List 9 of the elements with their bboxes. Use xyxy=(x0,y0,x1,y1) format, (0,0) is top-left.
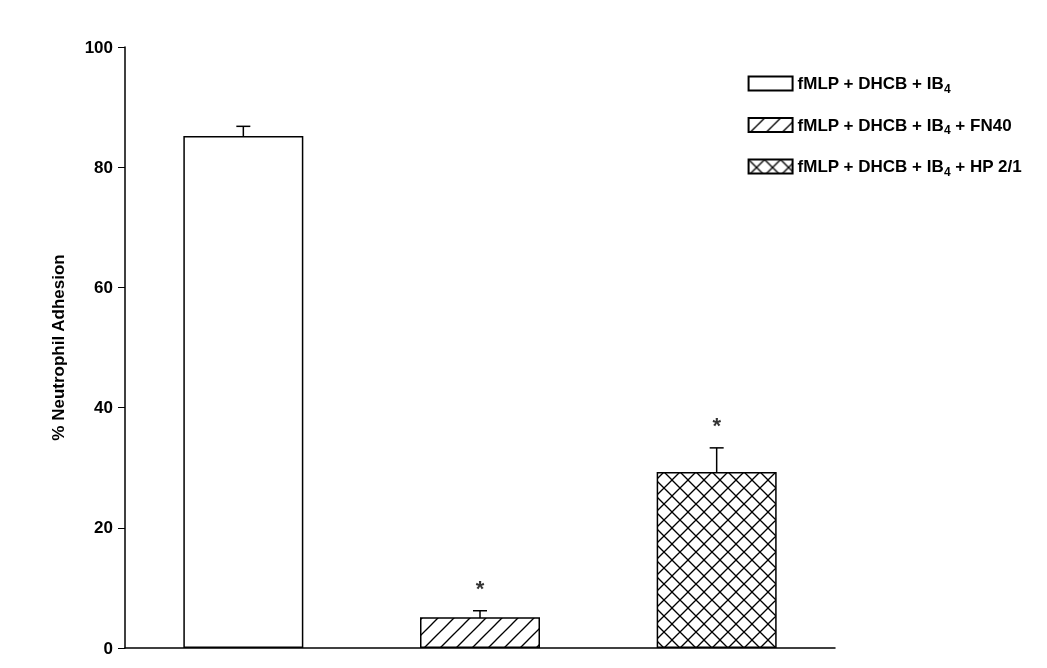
y-axis-title: % Neutrophil Adhesion xyxy=(49,254,68,441)
y-tick-label: 20 xyxy=(94,518,113,538)
y-tick-label: 60 xyxy=(94,277,113,297)
annotation: * xyxy=(712,413,722,439)
y-tick-label: 80 xyxy=(94,157,113,177)
y-tick-label: 40 xyxy=(94,398,113,418)
y-tick-label: 0 xyxy=(103,638,113,658)
annotation: * xyxy=(475,576,485,602)
y-tick-label: 100 xyxy=(84,37,113,57)
